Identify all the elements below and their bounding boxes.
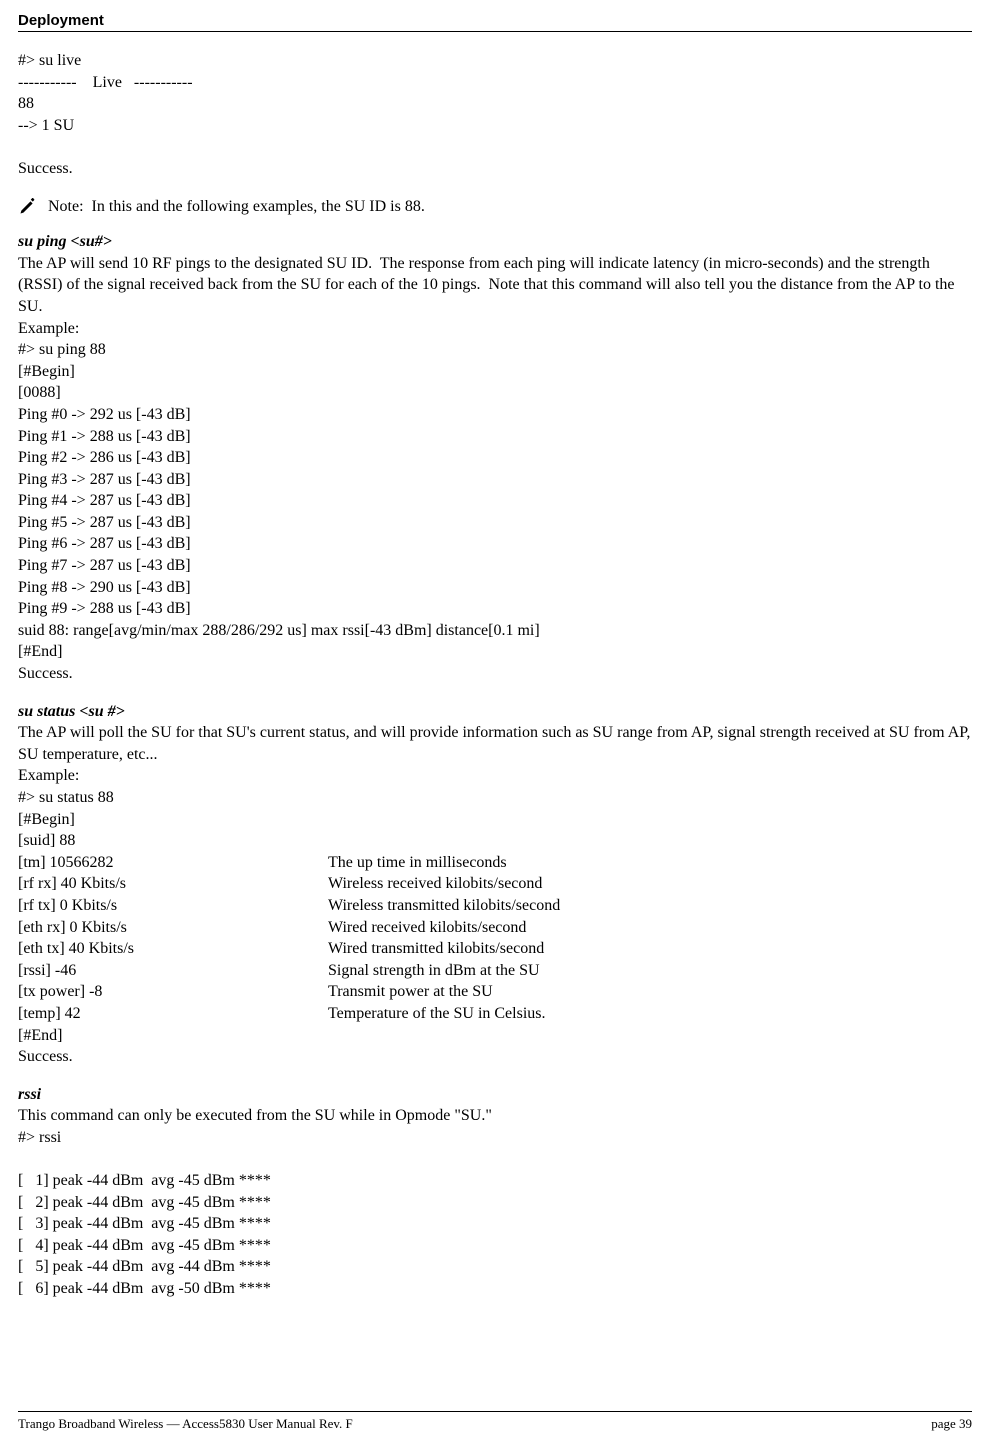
su-ping-line: Ping #5 -> 287 us [-43 dB] <box>18 512 972 534</box>
su-status-left: [rf tx] 0 Kbits/s <box>18 895 328 917</box>
su-status-suid: [suid] 88 <box>18 830 972 852</box>
su-ping-end: [#End] <box>18 641 972 663</box>
rssi-row: [ 2] peak -44 dBm avg -45 dBm **** <box>18 1192 972 1214</box>
su-status-left: [tm] 10566282 <box>18 852 328 874</box>
su-status-row: [tm] 10566282The up time in milliseconds <box>18 852 972 874</box>
page-footer: Trango Broadband Wireless — Access5830 U… <box>18 1416 972 1432</box>
su-status-example-label: Example: <box>18 765 972 787</box>
su-ping-block: su ping <su#> The AP will send 10 RF pin… <box>18 231 972 684</box>
su-status-block: su status <su #> The AP will poll the SU… <box>18 701 972 1068</box>
footer-rule <box>18 1411 972 1412</box>
header-title: Deployment <box>18 12 972 29</box>
rssi-row: [ 1] peak -44 dBm avg -45 dBm **** <box>18 1170 972 1192</box>
rssi-title: rssi <box>18 1084 972 1106</box>
rssi-row: [ 6] peak -44 dBm avg -50 dBm **** <box>18 1278 972 1300</box>
su-status-right: Temperature of the SU in Celsius. <box>328 1003 972 1025</box>
su-ping-line: Ping #1 -> 288 us [-43 dB] <box>18 426 972 448</box>
su-status-left: [rf rx] 40 Kbits/s <box>18 873 328 895</box>
su-status-right: Signal strength in dBm at the SU <box>328 960 972 982</box>
su-status-right: Transmit power at the SU <box>328 981 972 1003</box>
su-status-row: [eth rx] 0 Kbits/sWired received kilobit… <box>18 917 972 939</box>
rssi-row: [ 5] peak -44 dBm avg -44 dBm **** <box>18 1256 972 1278</box>
su-status-desc: The AP will poll the SU for that SU's cu… <box>18 722 972 765</box>
su-status-row: [eth tx] 40 Kbits/sWired transmitted kil… <box>18 938 972 960</box>
note-text: Note: In this and the following examples… <box>48 196 425 218</box>
rssi-desc: This command can only be executed from t… <box>18 1105 972 1127</box>
su-ping-title: su ping <su#> <box>18 231 972 253</box>
su-status-row: [tx power] -8Transmit power at the SU <box>18 981 972 1003</box>
su-ping-line: Ping #0 -> 292 us [-43 dB] <box>18 404 972 426</box>
su-ping-lines: Ping #0 -> 292 us [-43 dB]Ping #1 -> 288… <box>18 404 972 620</box>
page-header: Deployment <box>18 12 972 32</box>
footer-right: page 39 <box>931 1416 972 1432</box>
su-status-right: The up time in milliseconds <box>328 852 972 874</box>
su-ping-line: Ping #6 -> 287 us [-43 dB] <box>18 533 972 555</box>
su-ping-idline: [0088] <box>18 382 972 404</box>
su-ping-line: Ping #2 -> 286 us [-43 dB] <box>18 447 972 469</box>
su-ping-begin: [#Begin] <box>18 361 972 383</box>
su-live-success: Success. <box>18 158 972 180</box>
su-status-row: [rssi] -46Signal strength in dBm at the … <box>18 960 972 982</box>
su-live-block: #> su live ----------- Live ----------- … <box>18 50 972 180</box>
rssi-cmd: #> rssi <box>18 1127 972 1149</box>
su-ping-success: Success. <box>18 663 972 685</box>
su-live-count: --> 1 SU <box>18 115 972 137</box>
su-status-left: [temp] 42 <box>18 1003 328 1025</box>
su-status-success: Success. <box>18 1046 972 1068</box>
su-ping-desc: The AP will send 10 RF pings to the desi… <box>18 253 972 318</box>
blank-line <box>18 136 972 158</box>
rssi-row: [ 3] peak -44 dBm avg -45 dBm **** <box>18 1213 972 1235</box>
su-ping-line: Ping #4 -> 287 us [-43 dB] <box>18 490 972 512</box>
su-status-cmd: #> su status 88 <box>18 787 972 809</box>
blank-line <box>18 1149 972 1171</box>
su-status-left: [eth tx] 40 Kbits/s <box>18 938 328 960</box>
pencil-icon <box>18 196 38 216</box>
su-status-right: Wireless received kilobits/second <box>328 873 972 895</box>
rssi-row: [ 4] peak -44 dBm avg -45 dBm **** <box>18 1235 972 1257</box>
su-status-right: Wireless transmitted kilobits/second <box>328 895 972 917</box>
su-status-title: su status <su #> <box>18 701 972 723</box>
su-status-begin: [#Begin] <box>18 809 972 831</box>
su-status-left: [eth rx] 0 Kbits/s <box>18 917 328 939</box>
su-status-row: [rf rx] 40 Kbits/sWireless received kilo… <box>18 873 972 895</box>
su-ping-line: Ping #8 -> 290 us [-43 dB] <box>18 577 972 599</box>
su-status-left: [rssi] -46 <box>18 960 328 982</box>
su-status-left: [tx power] -8 <box>18 981 328 1003</box>
su-status-row: [rf tx] 0 Kbits/sWireless transmitted ki… <box>18 895 972 917</box>
su-status-end: [#End] <box>18 1025 972 1047</box>
su-live-cmd: #> su live <box>18 50 972 72</box>
su-ping-line: Ping #7 -> 287 us [-43 dB] <box>18 555 972 577</box>
su-status-row: [temp] 42Temperature of the SU in Celsiu… <box>18 1003 972 1025</box>
note-row: Note: In this and the following examples… <box>18 196 972 218</box>
su-ping-summary: suid 88: range[avg/min/max 288/286/292 u… <box>18 620 972 642</box>
su-live-id: 88 <box>18 93 972 115</box>
su-ping-example-label: Example: <box>18 318 972 340</box>
su-status-right: Wired transmitted kilobits/second <box>328 938 972 960</box>
su-ping-line: Ping #3 -> 287 us [-43 dB] <box>18 469 972 491</box>
su-ping-line: Ping #9 -> 288 us [-43 dB] <box>18 598 972 620</box>
su-status-rows: [tm] 10566282The up time in milliseconds… <box>18 852 972 1025</box>
su-live-banner: ----------- Live ----------- <box>18 72 972 94</box>
rssi-rows: [ 1] peak -44 dBm avg -45 dBm ****[ 2] p… <box>18 1170 972 1300</box>
su-ping-cmd: #> su ping 88 <box>18 339 972 361</box>
footer-left: Trango Broadband Wireless — Access5830 U… <box>18 1416 353 1432</box>
header-rule <box>18 31 972 32</box>
rssi-block: rssi This command can only be executed f… <box>18 1084 972 1300</box>
su-status-right: Wired received kilobits/second <box>328 917 972 939</box>
